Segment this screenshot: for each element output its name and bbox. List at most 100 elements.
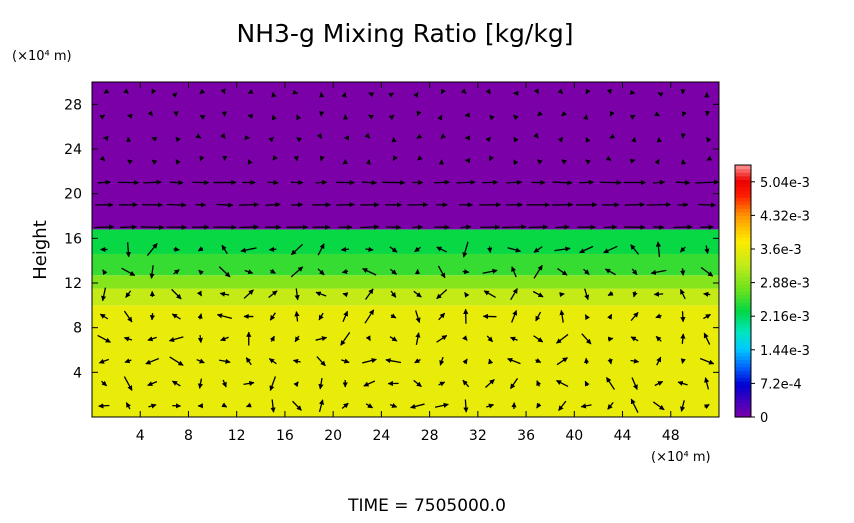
- vector-290: [560, 294, 564, 295]
- colorbar-cell-51: [735, 230, 751, 234]
- vector-362: [682, 359, 683, 363]
- vector-254: [489, 92, 490, 93]
- colorbar-cell-32: [735, 298, 751, 302]
- colorbar: 07.2e-41.44e-32.16e-32.88e-33.6e-34.32e-…: [735, 165, 810, 426]
- colorbar-cell-26: [735, 320, 751, 324]
- vector-387: [707, 137, 708, 138]
- y-axis-label: Height: [30, 220, 51, 280]
- colorbar-cell-15: [735, 359, 751, 363]
- vector-209: [417, 93, 418, 94]
- vector-326: [610, 160, 611, 161]
- colorbar-cell-12: [735, 370, 751, 374]
- colorbar-cell-65: [735, 179, 751, 183]
- x-unit-label: (×10⁴ m): [651, 450, 711, 465]
- vector-56: [176, 159, 177, 160]
- field-layer-0: [92, 305, 719, 417]
- y-tick-label-8: 8: [73, 321, 82, 337]
- colorbar-tick-label-5: 3.6e-3: [760, 243, 802, 258]
- vector-278: [529, 227, 548, 228]
- vector-364: [683, 311, 684, 322]
- colorbar-cell-41: [735, 266, 751, 270]
- colorbar-cell-13: [735, 367, 751, 371]
- vector-59: [176, 93, 177, 94]
- vector-98: [239, 227, 258, 228]
- vector-34: [152, 313, 153, 320]
- field-layer-5: [92, 82, 719, 229]
- colorbar-cell-59: [735, 201, 751, 205]
- colorbar-cell-16: [735, 356, 751, 360]
- vector-281: [537, 160, 538, 161]
- colorbar-cell-14: [735, 363, 751, 367]
- vector-318: [608, 338, 613, 339]
- vector-43: [152, 115, 153, 116]
- colorbar-cell-17: [735, 352, 751, 356]
- vector-26: [128, 160, 129, 161]
- vector-231: [463, 271, 469, 272]
- vector-343: [634, 115, 635, 116]
- colorbar-tick-label-3: 2.16e-3: [760, 310, 810, 325]
- vector-296: [562, 160, 563, 161]
- vector-283: [538, 115, 539, 116]
- x-tick-label-4: 4: [136, 428, 145, 444]
- colorbar-cell-10: [735, 377, 751, 381]
- colorbar-cell-49: [735, 237, 751, 241]
- x-tick-label-48: 48: [662, 428, 680, 444]
- x-tick-label-12: 12: [228, 428, 246, 444]
- colorbar-cell-7: [735, 388, 751, 392]
- colorbar-cell-53: [735, 223, 751, 227]
- vector-224: [441, 92, 442, 93]
- colorbar-cell-61: [735, 194, 751, 198]
- colorbar-cell-50: [735, 233, 751, 237]
- colorbar-cell-3: [735, 403, 751, 407]
- vector-284: [538, 93, 539, 94]
- x-tick-label-8: 8: [184, 428, 193, 444]
- x-tick-label-36: 36: [517, 428, 535, 444]
- x-tick-label-28: 28: [421, 428, 439, 444]
- vector-350: [654, 294, 663, 295]
- colorbar-cell-42: [735, 262, 751, 266]
- colorbar-cell-38: [735, 277, 751, 281]
- y-tick-label-24: 24: [64, 142, 82, 158]
- colorbar-cell-33: [735, 295, 751, 299]
- vector-314: [586, 92, 587, 93]
- colorbar-cell-47: [735, 244, 751, 248]
- field-layer-2: [92, 275, 719, 288]
- vector-302: [586, 358, 587, 364]
- colorbar-cell-68: [735, 169, 751, 173]
- vector-13: [103, 115, 104, 116]
- y-tick-label-4: 4: [73, 365, 82, 381]
- vector-368: [673, 227, 692, 228]
- vector-251: [490, 160, 491, 161]
- colorbar-cell-56: [735, 212, 751, 216]
- vector-129: [291, 205, 302, 206]
- colorbar-cell-69: [735, 165, 751, 169]
- colorbar-cell-20: [735, 341, 751, 345]
- colorbar-cell-4: [735, 399, 751, 403]
- vector-373: [682, 115, 683, 116]
- vector-358: [658, 115, 659, 116]
- time-footer: TIME = 7505000.0: [347, 496, 506, 516]
- colorbar-cell-58: [735, 205, 751, 209]
- colorbar-tick-label-6: 4.32e-3: [760, 209, 810, 224]
- vector-145: [315, 182, 326, 183]
- vector-247: [490, 246, 491, 252]
- vector-147: [321, 137, 322, 138]
- vector-380: [704, 294, 711, 295]
- colorbar-tick-label-0: 0: [760, 411, 768, 426]
- x-tick-label-20: 20: [324, 428, 342, 444]
- x-tick-label-24: 24: [372, 428, 390, 444]
- y-tick-label-12: 12: [64, 276, 82, 292]
- colorbar-cell-5: [735, 395, 751, 399]
- vector-220: [434, 182, 449, 183]
- vector-207: [417, 137, 418, 138]
- colorbar-cell-30: [735, 305, 751, 309]
- y-tick-label-20: 20: [64, 187, 82, 203]
- colorbar-cell-63: [735, 187, 751, 191]
- x-tick-label-44: 44: [614, 428, 632, 444]
- field-layer-3: [92, 254, 719, 275]
- vector-299: [562, 93, 563, 94]
- colorbar-cell-46: [735, 248, 751, 252]
- colorbar-tick-label-4: 2.88e-3: [760, 277, 810, 292]
- colorbar-cell-9: [735, 381, 751, 385]
- vector-250: [482, 182, 497, 183]
